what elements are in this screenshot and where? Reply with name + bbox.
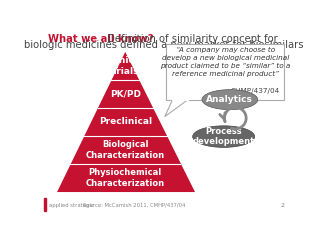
Text: “A company may choose to
develop a new biological medicinal
product claimed to b: “A company may choose to develop a new b… — [160, 47, 291, 77]
Circle shape — [229, 112, 242, 124]
Text: applied strategic: applied strategic — [49, 203, 93, 208]
Polygon shape — [57, 52, 195, 192]
FancyBboxPatch shape — [166, 44, 284, 100]
Text: CHMP/437/04: CHMP/437/04 — [231, 88, 280, 94]
Text: Preclinical: Preclinical — [99, 117, 152, 126]
Text: Physiochemical
Characterization: Physiochemical Characterization — [86, 168, 165, 188]
Text: Source: McCamish 2011, CMHP/437/04: Source: McCamish 2011, CMHP/437/04 — [84, 203, 186, 208]
Ellipse shape — [193, 126, 255, 147]
Text: What we all know?: What we all know? — [48, 34, 153, 44]
Bar — [44, 198, 46, 211]
Text: Process
development: Process development — [193, 127, 255, 146]
Text: biologic medicines defined a new market for biosimilars: biologic medicines defined a new market … — [24, 40, 304, 50]
Text: Analytics: Analytics — [206, 95, 253, 104]
Ellipse shape — [202, 90, 258, 110]
Text: Definition of similarity concept for: Definition of similarity concept for — [104, 34, 277, 44]
Text: Biological
Characterization: Biological Characterization — [86, 140, 165, 160]
Polygon shape — [165, 100, 188, 117]
Text: Clinical
Trials: Clinical Trials — [107, 56, 144, 76]
Text: PK/PD: PK/PD — [110, 90, 141, 98]
Text: 2: 2 — [280, 203, 284, 208]
